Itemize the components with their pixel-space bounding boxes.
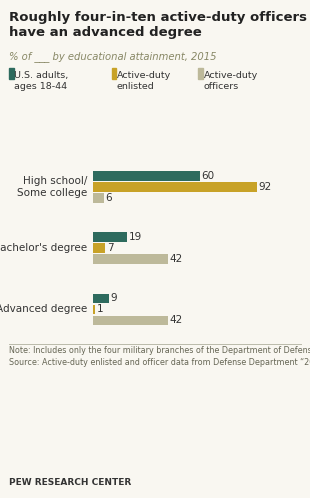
Text: 19: 19 — [129, 233, 142, 243]
Text: 60: 60 — [202, 171, 215, 181]
Bar — [93, 293, 109, 303]
Bar — [93, 182, 257, 192]
Text: U.S. adults,
ages 18-44: U.S. adults, ages 18-44 — [14, 71, 69, 91]
Text: 1: 1 — [96, 304, 103, 314]
Text: % of ___ by educational attainment, 2015: % of ___ by educational attainment, 2015 — [9, 51, 217, 62]
Text: Active-duty
officers: Active-duty officers — [203, 71, 258, 91]
Text: Roughly four-in-ten active-duty officers
have an advanced degree: Roughly four-in-ten active-duty officers… — [9, 11, 307, 39]
Text: Active-duty
enlisted: Active-duty enlisted — [117, 71, 171, 91]
Text: 6: 6 — [105, 193, 112, 203]
Bar — [93, 233, 127, 242]
Text: 42: 42 — [170, 254, 183, 264]
Text: 42: 42 — [170, 315, 183, 325]
Text: PEW RESEARCH CENTER: PEW RESEARCH CENTER — [9, 478, 131, 487]
Bar — [93, 171, 200, 181]
Bar — [93, 193, 104, 203]
Bar — [93, 244, 105, 253]
Text: 92: 92 — [259, 182, 272, 192]
Bar — [93, 254, 168, 264]
Text: 7: 7 — [107, 244, 114, 253]
Bar — [93, 305, 95, 314]
Text: 9: 9 — [111, 293, 117, 303]
Text: Note: Includes only the four military branches of the Department of Defense. The: Note: Includes only the four military br… — [9, 346, 310, 367]
Bar — [93, 316, 168, 325]
